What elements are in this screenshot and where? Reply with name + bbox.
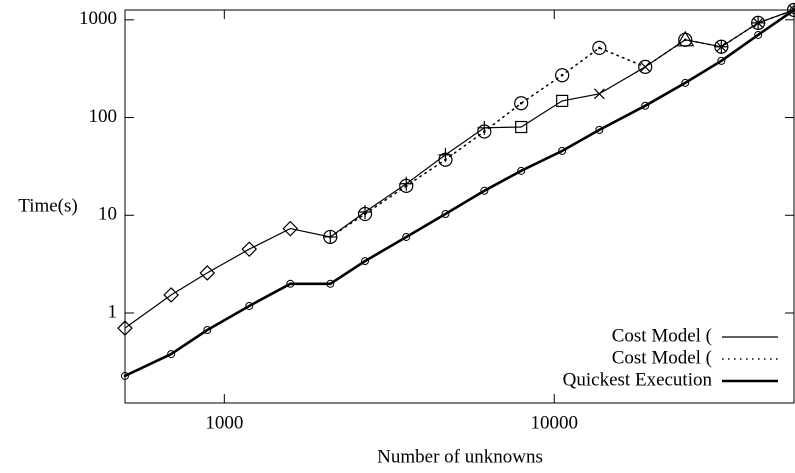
marker bbox=[438, 152, 453, 167]
y-tick-label: 10 bbox=[98, 204, 117, 225]
y-tick-label: 100 bbox=[89, 106, 118, 127]
marker bbox=[790, 6, 795, 14]
marker-dot bbox=[520, 169, 523, 172]
marker bbox=[717, 56, 726, 65]
marker bbox=[592, 40, 607, 55]
marker-dot bbox=[683, 38, 687, 42]
marker-dot bbox=[404, 184, 408, 188]
marker bbox=[678, 32, 693, 47]
marker-dot bbox=[329, 282, 332, 285]
marker bbox=[477, 124, 492, 139]
marker-dot bbox=[289, 282, 292, 285]
marker bbox=[199, 265, 216, 281]
marker-dot bbox=[561, 149, 564, 152]
marker bbox=[203, 326, 212, 335]
legend-label: Quickest Execution bbox=[563, 369, 713, 390]
marker-dot bbox=[644, 104, 647, 107]
marker-dot bbox=[405, 235, 408, 238]
marker bbox=[515, 120, 528, 134]
marker bbox=[558, 146, 567, 155]
marker bbox=[638, 59, 653, 74]
marker-dot bbox=[248, 304, 251, 307]
marker bbox=[357, 206, 373, 222]
marker-dot bbox=[444, 213, 447, 216]
marker bbox=[241, 241, 258, 258]
marker-dot bbox=[328, 235, 332, 239]
marker-dot bbox=[720, 59, 723, 62]
legend-label: Cost Model ( bbox=[612, 325, 712, 346]
marker bbox=[167, 350, 176, 359]
marker bbox=[286, 279, 295, 288]
marker-dot bbox=[364, 260, 367, 263]
marker bbox=[556, 94, 569, 108]
marker bbox=[714, 39, 729, 54]
marker bbox=[245, 301, 254, 310]
marker-dot bbox=[363, 212, 367, 216]
marker bbox=[514, 96, 529, 111]
marker-dot bbox=[598, 128, 601, 131]
marker bbox=[361, 257, 370, 266]
marker bbox=[399, 178, 414, 193]
marker bbox=[441, 210, 450, 219]
marker bbox=[326, 279, 335, 288]
marker-dot bbox=[206, 329, 209, 332]
marker-dot bbox=[124, 374, 126, 377]
marker-dot bbox=[756, 21, 760, 25]
marker-dot bbox=[444, 158, 447, 162]
marker bbox=[593, 88, 605, 100]
marker bbox=[751, 15, 766, 30]
x-tick-label: 1000 bbox=[205, 412, 243, 433]
marker-dot bbox=[643, 65, 647, 69]
marker bbox=[681, 78, 690, 87]
marker bbox=[595, 125, 604, 134]
marker bbox=[117, 320, 133, 336]
marker bbox=[555, 68, 570, 83]
x-tick-label: 10000 bbox=[530, 412, 578, 433]
marker bbox=[754, 30, 763, 39]
marker-dot bbox=[720, 45, 723, 49]
marker bbox=[480, 186, 489, 195]
series-line bbox=[123, 8, 795, 378]
marker bbox=[163, 287, 179, 303]
marker bbox=[641, 101, 650, 110]
y-tick-label: 1 bbox=[108, 301, 118, 322]
y-axis-label: Time(s) bbox=[18, 195, 77, 216]
marker bbox=[517, 166, 526, 175]
marker bbox=[786, 2, 795, 18]
x-axis-label: Number of unknowns bbox=[377, 446, 543, 467]
marker-dot bbox=[483, 130, 486, 133]
series-line bbox=[329, 9, 795, 238]
legend-label: Cost Model ( bbox=[612, 347, 712, 368]
marker-dot bbox=[560, 73, 564, 77]
plot-frame bbox=[124, 9, 795, 404]
marker-dot bbox=[684, 81, 687, 84]
marker-dot bbox=[519, 101, 523, 105]
marker bbox=[402, 232, 411, 241]
marker-dot bbox=[170, 353, 173, 356]
marker-dot bbox=[598, 46, 601, 50]
marker-dot bbox=[483, 189, 486, 192]
marker bbox=[282, 220, 299, 237]
marker-dot bbox=[757, 33, 760, 36]
marker bbox=[323, 229, 338, 245]
y-tick-label: 1000 bbox=[79, 8, 117, 29]
marker bbox=[121, 371, 129, 380]
series-line bbox=[124, 9, 795, 329]
